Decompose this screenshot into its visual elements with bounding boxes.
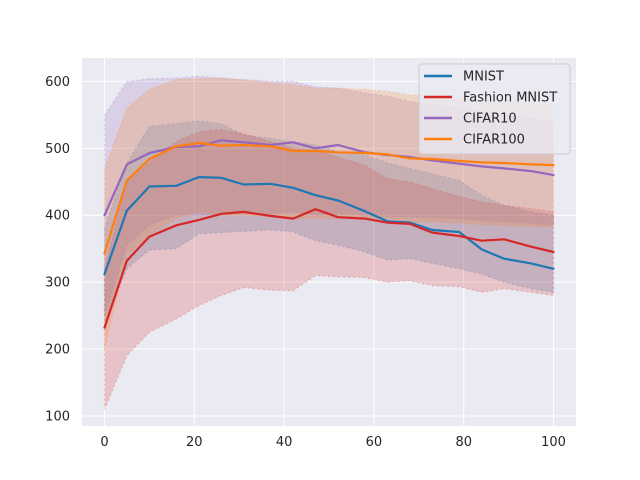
- mnist-band: [103, 120, 555, 323]
- cifar100-line: [103, 141, 555, 255]
- x-tick-label: 100: [541, 435, 566, 450]
- fashion-mnist-band: [103, 128, 555, 410]
- x-tick-label: 60: [366, 435, 383, 450]
- legend: MNIST Fashion MNIST CIFAR10 CIFAR100: [418, 63, 571, 155]
- x-tick-label: 20: [186, 435, 203, 450]
- mnist-line: [103, 176, 555, 276]
- y-tick-label: 200: [45, 343, 70, 358]
- y-tick-label: 100: [45, 409, 70, 424]
- y-tick-label: 400: [45, 209, 70, 224]
- x-tick-label: 0: [100, 435, 108, 450]
- cifar10-line: [103, 139, 555, 217]
- y-tick-label: 500: [45, 142, 70, 157]
- legend-label-fashion-mnist: Fashion MNIST: [463, 91, 557, 106]
- y-axis-ticks: 100 200 300 400 500 600: [45, 75, 70, 425]
- x-tick-label: 40: [276, 435, 293, 450]
- y-tick-label: 600: [45, 75, 70, 90]
- x-axis-ticks: 0 20 40 60 80 100: [100, 435, 566, 450]
- y-tick-label: 300: [45, 276, 70, 291]
- series-lines: [103, 139, 555, 329]
- x-tick-label: 80: [455, 435, 472, 450]
- fashion-mnist-line: [103, 208, 555, 329]
- legend-label-cifar100: CIFAR100: [463, 133, 525, 148]
- legend-label-cifar10: CIFAR10: [463, 112, 517, 127]
- legend-label-mnist: MNIST: [463, 70, 504, 85]
- legend-box: [418, 63, 571, 155]
